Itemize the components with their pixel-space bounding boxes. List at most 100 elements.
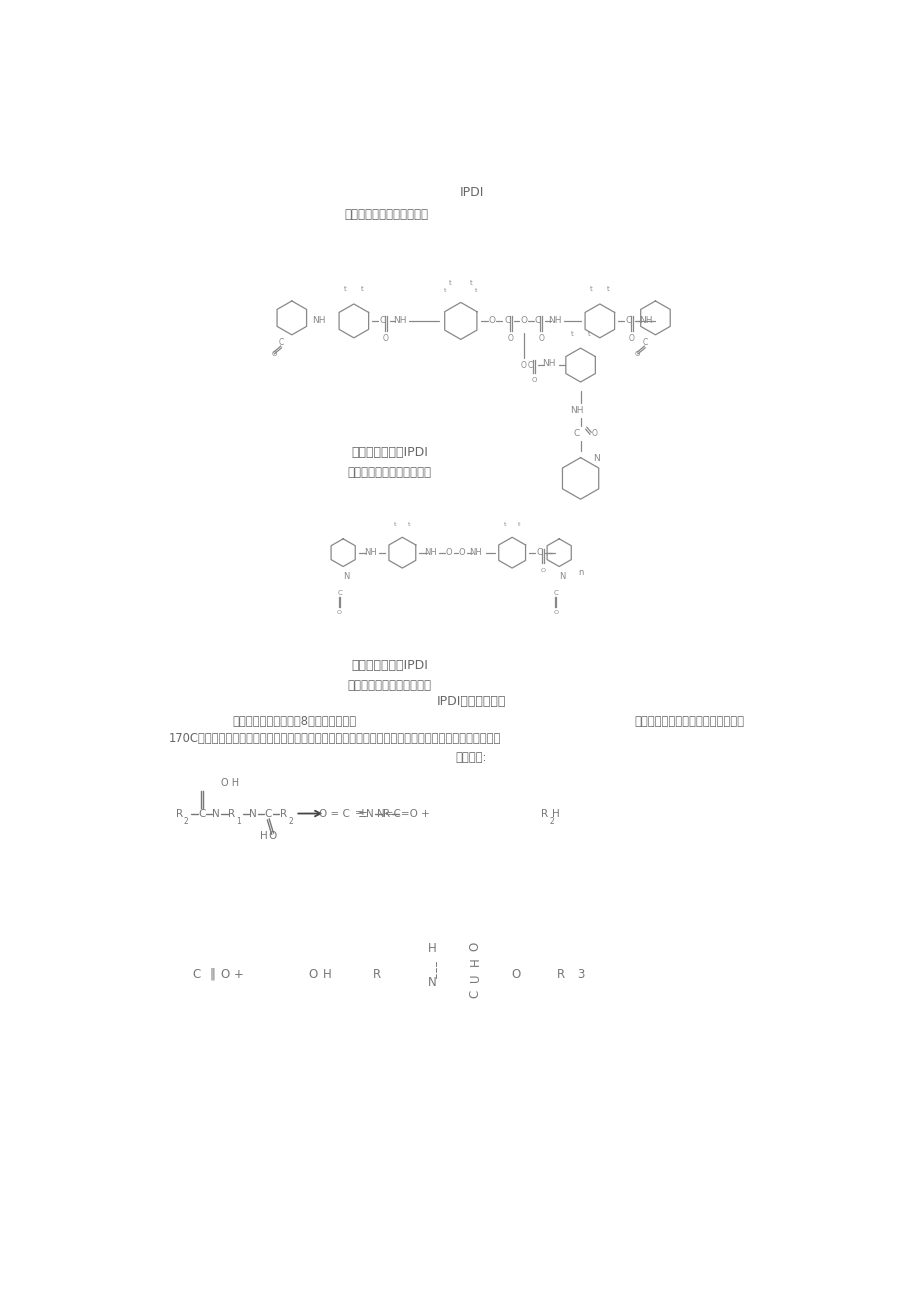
Text: IPDI的解封闭温度: IPDI的解封闭温度 bbox=[437, 694, 505, 708]
Text: O: O bbox=[220, 968, 229, 981]
Text: IPDI: IPDI bbox=[459, 186, 483, 199]
Text: O: O bbox=[531, 377, 537, 383]
Text: NH: NH bbox=[570, 405, 584, 414]
Text: O: O bbox=[445, 549, 451, 558]
Text: C: C bbox=[468, 990, 481, 998]
Text: O = C: O = C bbox=[319, 809, 349, 818]
Text: =: = bbox=[354, 809, 363, 818]
Text: N: N bbox=[592, 453, 599, 463]
Text: （目前大多数产品的解封闭温度高于: （目前大多数产品的解封闭温度高于 bbox=[633, 715, 743, 727]
Text: O: O bbox=[488, 317, 495, 326]
Text: N: N bbox=[343, 572, 349, 581]
Text: O: O bbox=[519, 317, 527, 326]
Text: O: O bbox=[507, 335, 513, 344]
Text: t: t bbox=[344, 285, 346, 292]
Text: N: N bbox=[212, 809, 220, 818]
Text: 应式如下:: 应式如下: bbox=[455, 751, 487, 764]
Text: t: t bbox=[504, 523, 505, 528]
Text: t: t bbox=[360, 285, 363, 292]
Text: t: t bbox=[443, 288, 446, 293]
Text: O: O bbox=[539, 568, 545, 573]
Text: NH: NH bbox=[424, 549, 437, 558]
Text: O: O bbox=[634, 351, 640, 357]
Text: H: H bbox=[551, 809, 559, 818]
Text: NH: NH bbox=[393, 317, 406, 326]
Text: NH: NH bbox=[469, 549, 482, 558]
Text: C: C bbox=[199, 809, 206, 818]
Text: C: C bbox=[528, 361, 533, 370]
Text: t: t bbox=[570, 331, 573, 337]
Text: R: R bbox=[540, 809, 548, 818]
Text: NH: NH bbox=[639, 317, 652, 326]
Text: N: N bbox=[558, 572, 564, 581]
Text: 170C）时，封闭的异氰酸酯先解封闭，己内酰胺释放出来，留下异氰酸根与羟基发生反应形成氨酯键，反: 170C）时，封闭的异氰酸酯先解封闭，己内酰胺释放出来，留下异氰酸根与羟基发生反… bbox=[168, 732, 500, 745]
Text: C: C bbox=[265, 809, 272, 818]
Text: ‖: ‖ bbox=[209, 968, 215, 981]
Text: n: n bbox=[577, 568, 583, 577]
Text: O: O bbox=[520, 361, 526, 370]
Text: O: O bbox=[336, 610, 342, 615]
Text: +: + bbox=[233, 968, 244, 981]
Text: 1: 1 bbox=[235, 817, 241, 826]
Text: 点击此处查看全部新闻图片: 点击此处查看全部新闻图片 bbox=[344, 208, 427, 222]
Text: 己内酰胺封闭的IPDI: 己内酰胺封闭的IPDI bbox=[351, 658, 427, 671]
Text: C: C bbox=[278, 339, 283, 348]
Text: O: O bbox=[468, 941, 481, 951]
Text: t: t bbox=[393, 523, 396, 528]
Text: 点击此处查看全部新闻图片: 点击此处查看全部新闻图片 bbox=[347, 466, 431, 480]
Text: 涂料固化过程中，当灙8温度升高到封闭: 涂料固化过程中，当灙8温度升高到封闭 bbox=[233, 715, 357, 727]
Text: C: C bbox=[193, 968, 201, 981]
Text: ±: ± bbox=[357, 807, 368, 820]
Text: t: t bbox=[448, 280, 451, 285]
Text: 2: 2 bbox=[549, 817, 554, 826]
Text: t: t bbox=[470, 280, 472, 285]
Text: O: O bbox=[382, 335, 389, 344]
Text: O: O bbox=[458, 549, 464, 558]
Text: t: t bbox=[589, 285, 592, 292]
Text: NH: NH bbox=[364, 549, 376, 558]
Text: C: C bbox=[504, 317, 510, 326]
Text: O: O bbox=[268, 830, 277, 840]
Text: H: H bbox=[260, 830, 267, 840]
Text: t: t bbox=[475, 288, 477, 293]
Text: NH: NH bbox=[312, 317, 325, 326]
Text: 点击此处查看全部新闻图片: 点击此处查看全部新闻图片 bbox=[347, 679, 431, 692]
Text: H: H bbox=[427, 942, 437, 955]
Text: C: C bbox=[625, 317, 630, 326]
Text: O: O bbox=[591, 429, 597, 438]
Text: N: N bbox=[249, 809, 257, 818]
Text: 3: 3 bbox=[576, 968, 584, 981]
Text: O: O bbox=[308, 968, 317, 981]
Text: C: C bbox=[379, 317, 385, 326]
Text: R: R bbox=[373, 968, 381, 981]
Text: U: U bbox=[468, 973, 481, 982]
Text: N: N bbox=[427, 976, 437, 989]
Text: C: C bbox=[536, 549, 541, 558]
Text: O H: O H bbox=[221, 778, 239, 788]
Text: R: R bbox=[279, 809, 287, 818]
Text: R: R bbox=[382, 809, 390, 818]
Text: R: R bbox=[227, 809, 234, 818]
Text: NH: NH bbox=[542, 358, 555, 367]
Text: C: C bbox=[337, 590, 342, 595]
Text: O: O bbox=[511, 968, 520, 981]
Text: N=C=O +: N=C=O + bbox=[377, 809, 430, 818]
Text: t: t bbox=[408, 523, 410, 528]
Text: C: C bbox=[641, 339, 647, 348]
Text: t: t bbox=[517, 523, 520, 528]
Text: t: t bbox=[587, 331, 590, 337]
Text: C: C bbox=[573, 429, 580, 438]
Text: O: O bbox=[538, 335, 544, 344]
Text: O: O bbox=[271, 351, 277, 357]
Text: O: O bbox=[552, 610, 558, 615]
Text: R: R bbox=[176, 809, 183, 818]
Text: 2: 2 bbox=[184, 817, 188, 826]
Text: C: C bbox=[552, 590, 558, 595]
Text: H: H bbox=[468, 958, 481, 967]
Text: N: N bbox=[366, 809, 374, 818]
Text: NH: NH bbox=[548, 317, 562, 326]
Text: 己内酰胺封闭的IPDI: 己内酰胺封闭的IPDI bbox=[351, 446, 427, 459]
Text: C: C bbox=[534, 317, 540, 326]
Text: 2: 2 bbox=[288, 817, 292, 826]
Text: H: H bbox=[323, 968, 332, 981]
